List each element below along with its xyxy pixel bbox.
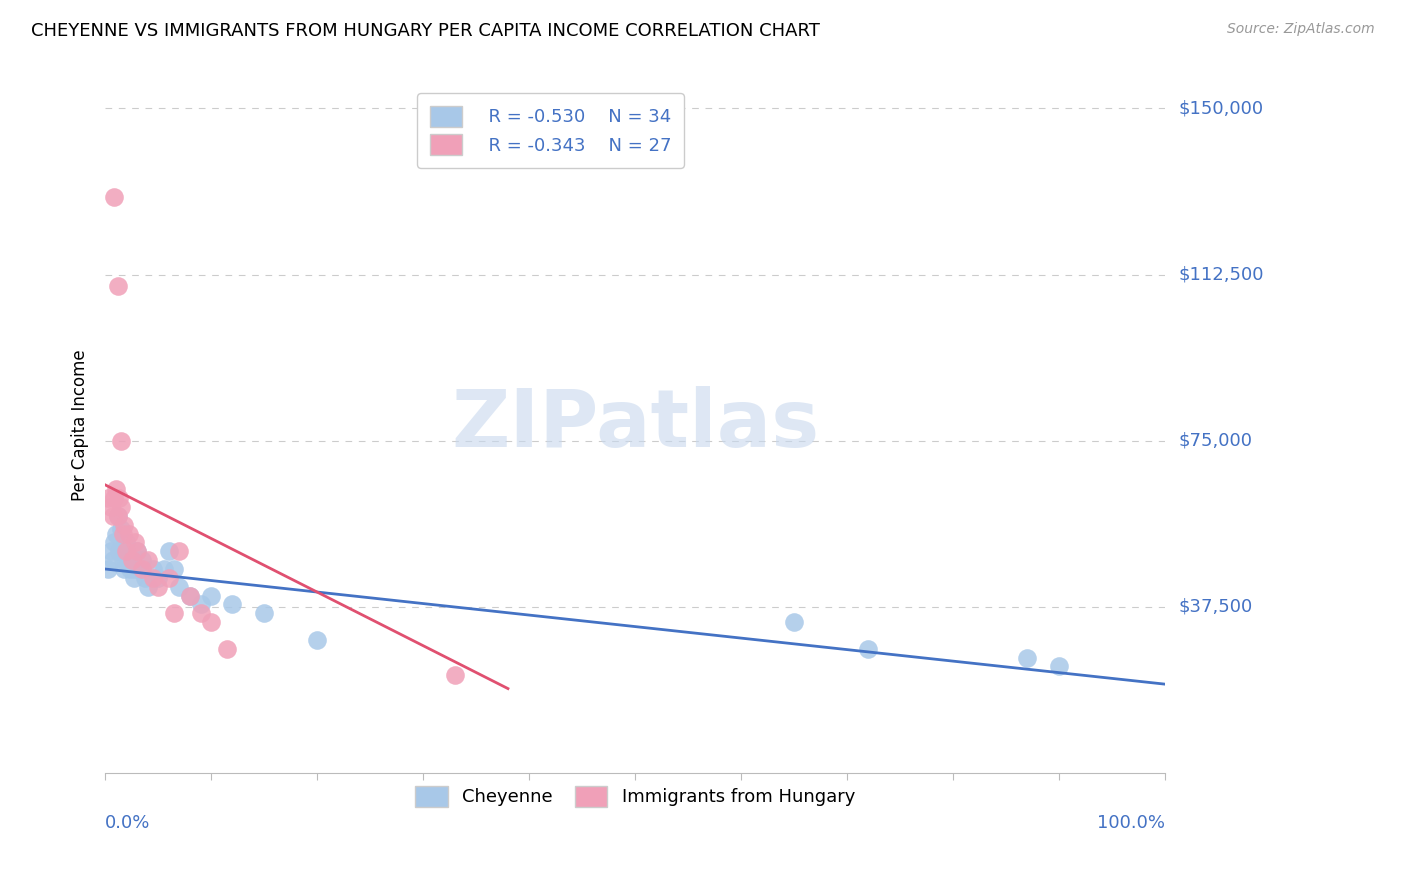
Text: ZIPatlas: ZIPatlas: [451, 386, 820, 464]
Point: [148, 571, 170, 585]
Point: [122, 571, 145, 585]
Point: [1017, 650, 1039, 665]
Point: [121, 553, 143, 567]
Point: [117, 526, 139, 541]
Point: [117, 553, 139, 567]
Point: [125, 544, 148, 558]
Point: [103, 190, 125, 204]
Point: [200, 589, 222, 603]
Point: [112, 517, 135, 532]
Point: [115, 535, 138, 549]
Point: [100, 500, 122, 514]
Point: [103, 535, 125, 549]
Point: [148, 580, 170, 594]
Point: [103, 491, 125, 505]
Text: 100.0%: 100.0%: [1097, 814, 1166, 832]
Text: CHEYENNE VS IMMIGRANTS FROM HUNGARY PER CAPITA INCOME CORRELATION CHART: CHEYENNE VS IMMIGRANTS FROM HUNGARY PER …: [31, 22, 820, 40]
Point: [101, 508, 124, 523]
Legend: Cheyenne, Immigrants from Hungary: Cheyenne, Immigrants from Hungary: [406, 777, 863, 816]
Point: [121, 553, 143, 567]
Point: [217, 641, 239, 656]
Point: [131, 562, 153, 576]
Point: [110, 500, 132, 514]
Point: [200, 615, 222, 629]
Point: [100, 544, 122, 558]
Point: [110, 522, 132, 536]
Point: [136, 580, 159, 594]
Point: [157, 571, 180, 585]
Point: [131, 553, 153, 567]
Point: [179, 589, 201, 603]
Point: [107, 508, 129, 523]
Point: [104, 526, 127, 541]
Point: [858, 641, 880, 656]
Point: [112, 553, 135, 567]
Point: [157, 544, 180, 558]
Point: [108, 544, 131, 558]
Point: [125, 544, 148, 558]
Point: [110, 434, 132, 448]
Point: [163, 607, 186, 621]
Point: [107, 508, 129, 523]
Point: [169, 544, 191, 558]
Point: [134, 571, 156, 585]
Point: [124, 562, 146, 576]
Point: [124, 535, 146, 549]
Point: [97, 491, 120, 505]
Point: [118, 562, 141, 576]
Y-axis label: Per Capita Income: Per Capita Income: [72, 350, 89, 501]
Point: [115, 544, 138, 558]
Point: [142, 562, 165, 576]
Point: [128, 562, 150, 576]
Point: [307, 632, 329, 647]
Point: [190, 607, 212, 621]
Point: [179, 589, 201, 603]
Point: [221, 598, 243, 612]
Point: [444, 668, 467, 682]
Point: [142, 571, 165, 585]
Point: [136, 553, 159, 567]
Point: [112, 526, 135, 541]
Point: [169, 580, 191, 594]
Point: [112, 562, 135, 576]
Point: [190, 598, 212, 612]
Point: [783, 615, 806, 629]
Point: [152, 562, 174, 576]
Point: [107, 278, 129, 293]
Point: [101, 553, 124, 567]
Point: [108, 491, 131, 505]
Text: $112,500: $112,500: [1180, 266, 1264, 284]
Text: $37,500: $37,500: [1180, 598, 1253, 615]
Text: $75,000: $75,000: [1180, 432, 1253, 450]
Point: [104, 483, 127, 497]
Text: 0.0%: 0.0%: [105, 814, 150, 832]
Point: [163, 562, 186, 576]
Text: $150,000: $150,000: [1180, 99, 1264, 118]
Point: [1047, 659, 1070, 673]
Point: [253, 607, 276, 621]
Point: [97, 562, 120, 576]
Text: Source: ZipAtlas.com: Source: ZipAtlas.com: [1227, 22, 1375, 37]
